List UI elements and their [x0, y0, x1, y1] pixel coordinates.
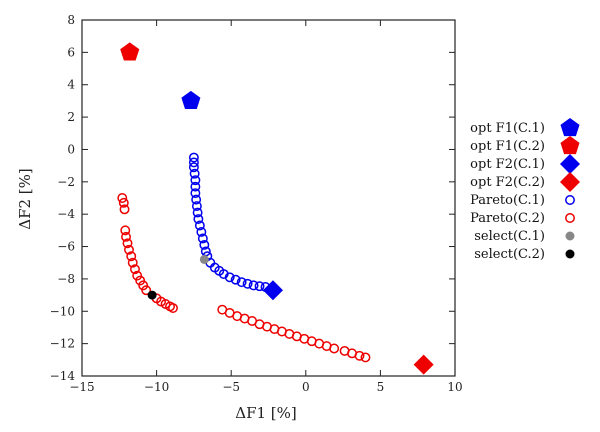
data-point [135, 275, 146, 286]
data-point [188, 152, 199, 163]
data-point [122, 238, 133, 249]
legend-label: select(C.1) [474, 229, 545, 244]
x-tick-label: 0 [302, 380, 310, 394]
y-tick-label: −4 [57, 207, 75, 221]
data-point [262, 280, 283, 301]
data-point [130, 264, 140, 275]
axes-group: −15 −10 −5 0 5 10 −14 −12 −10 −8 −6 −4 −2 0 2 4 6 8 [50, 13, 463, 394]
data-point [413, 354, 434, 375]
series-0 [181, 90, 201, 109]
legend-label: opt F1(C.1) [470, 121, 545, 136]
data-point [354, 350, 365, 361]
y-tick-label: −2 [57, 175, 75, 189]
legend-marker [565, 249, 575, 259]
data-point [168, 303, 178, 313]
data-point [119, 204, 130, 215]
data-point [197, 233, 208, 244]
series-7 [147, 290, 157, 300]
y-tick-label: −8 [57, 272, 75, 286]
data-point [121, 231, 131, 242]
legend-label: select(C.2) [474, 247, 545, 262]
series-2 [262, 280, 283, 301]
data-point [329, 343, 340, 354]
legend-label: opt F2(C.1) [470, 157, 545, 172]
plot-frame [81, 19, 456, 377]
data-point [141, 285, 152, 296]
data-point [254, 281, 265, 292]
data-point [199, 254, 209, 264]
data-point [181, 90, 201, 109]
data-point [147, 290, 157, 300]
x-tick-label: 10 [447, 380, 462, 394]
data-point [242, 278, 253, 289]
data-point [190, 188, 201, 199]
legend-marker [560, 136, 580, 155]
data-point [230, 274, 241, 285]
data-point [192, 207, 203, 218]
data-point [188, 157, 199, 168]
y-tick-label: 8 [67, 13, 75, 27]
legend-label: opt F1(C.2) [470, 139, 545, 154]
x-tick-label: −10 [144, 380, 169, 394]
data-point [189, 168, 200, 179]
data-point [127, 257, 138, 268]
x-tick-label: 5 [377, 380, 385, 394]
data-point [236, 277, 247, 288]
legend-marker [560, 172, 580, 192]
legend-marker [565, 213, 575, 223]
data-point [191, 201, 202, 212]
data-point [120, 225, 131, 236]
data-point [132, 270, 143, 281]
series-5 [117, 193, 371, 363]
legend-marker [565, 195, 575, 205]
x-axis-label: ΔF1 [%] [235, 404, 297, 422]
data-point [120, 42, 140, 61]
marks-group [117, 42, 434, 375]
y-tick-label: −12 [50, 337, 75, 351]
legend: opt F1(C.1) opt F1(C.2) opt F2(C.1) opt F2(… [470, 118, 580, 262]
data-point [117, 193, 128, 203]
data-point [191, 194, 202, 205]
data-point [194, 220, 205, 231]
data-point [193, 214, 204, 224]
series-6 [199, 254, 209, 264]
data-point [188, 162, 199, 173]
y-tick-label: 4 [67, 78, 75, 92]
legend-marker [560, 154, 580, 174]
data-point [199, 239, 210, 250]
data-point [360, 352, 371, 363]
legend-label: Pareto(C.1) [470, 193, 545, 208]
series-1 [120, 42, 140, 61]
data-point [124, 244, 134, 255]
x-tick-label: −5 [222, 380, 240, 394]
data-point [190, 181, 201, 192]
data-point [118, 197, 129, 208]
y-tick-label: −14 [50, 369, 76, 383]
data-point [190, 175, 201, 186]
y-tick-label: −6 [57, 240, 75, 254]
y-tick-label: −10 [50, 304, 75, 318]
series-3 [413, 354, 434, 375]
data-point [138, 280, 149, 291]
data-point [126, 251, 137, 262]
legend-label: Pareto(C.2) [470, 211, 545, 226]
y-tick-label: 2 [67, 110, 75, 124]
y-tick-label: 6 [67, 45, 75, 59]
y-axis-label: ΔF2 [%] [16, 168, 34, 230]
legend-label: opt F2(C.2) [470, 175, 545, 190]
legend-marker [560, 118, 580, 137]
data-point [248, 280, 259, 291]
x-tick-label: −15 [69, 380, 94, 394]
data-point [196, 227, 207, 237]
legend-marker [565, 231, 575, 241]
y-tick-label: 0 [67, 142, 75, 156]
data-point [224, 272, 235, 283]
